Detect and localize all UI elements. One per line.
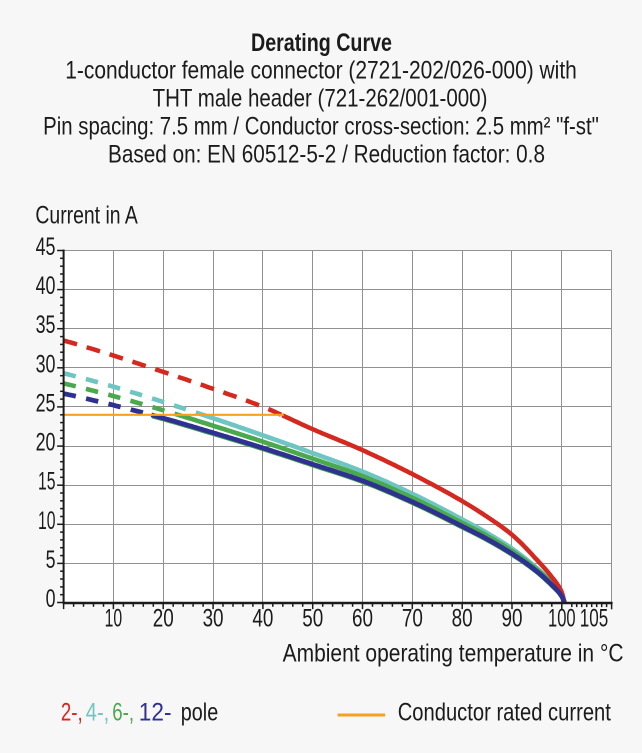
- svg-text:70: 70: [402, 604, 423, 632]
- svg-text:10: 10: [105, 605, 122, 632]
- svg-text:Derating Curve: Derating Curve: [251, 29, 392, 57]
- svg-text:40: 40: [36, 271, 56, 300]
- svg-text:30: 30: [36, 349, 56, 378]
- svg-text:60: 60: [352, 604, 373, 632]
- svg-text:THT male header (721-262/001-0: THT male header (721-262/001-000): [153, 84, 488, 112]
- svg-text:6-,: 6-,: [112, 698, 134, 726]
- svg-text:Conductor rated current: Conductor rated current: [398, 698, 612, 725]
- svg-text:100: 100: [548, 605, 576, 632]
- svg-text:20: 20: [153, 604, 174, 632]
- svg-text:30: 30: [203, 604, 224, 632]
- svg-text:Current in A: Current in A: [35, 201, 138, 229]
- svg-text:1-conductor female connector (: 1-conductor female connector (2721-202/0…: [65, 56, 577, 84]
- svg-text:20: 20: [36, 428, 56, 457]
- svg-text:105: 105: [580, 604, 608, 632]
- svg-text:35: 35: [36, 310, 56, 339]
- svg-text:90: 90: [501, 604, 522, 632]
- svg-text:2-,: 2-,: [61, 698, 83, 726]
- svg-text:Pin spacing: 7.5 mm / Conducto: Pin spacing: 7.5 mm / Conductor cross-se…: [43, 112, 599, 140]
- svg-text:pole: pole: [181, 698, 218, 726]
- svg-text:80: 80: [452, 604, 473, 632]
- svg-text:15: 15: [38, 468, 55, 495]
- svg-text:50: 50: [302, 604, 323, 632]
- svg-text:12-: 12-: [139, 699, 172, 726]
- svg-text:25: 25: [36, 389, 56, 418]
- svg-text:4-,: 4-,: [86, 698, 109, 725]
- svg-text:Based on: EN 60512-5-2 / Reduc: Based on: EN 60512-5-2 / Reduction facto…: [108, 140, 545, 168]
- svg-text:40: 40: [252, 604, 273, 632]
- svg-text:0: 0: [46, 584, 56, 613]
- svg-text:10: 10: [38, 507, 55, 534]
- svg-text:Ambient operating temperature: Ambient operating temperature in °C: [283, 639, 624, 667]
- svg-text:5: 5: [46, 545, 56, 574]
- svg-text:45: 45: [36, 232, 56, 261]
